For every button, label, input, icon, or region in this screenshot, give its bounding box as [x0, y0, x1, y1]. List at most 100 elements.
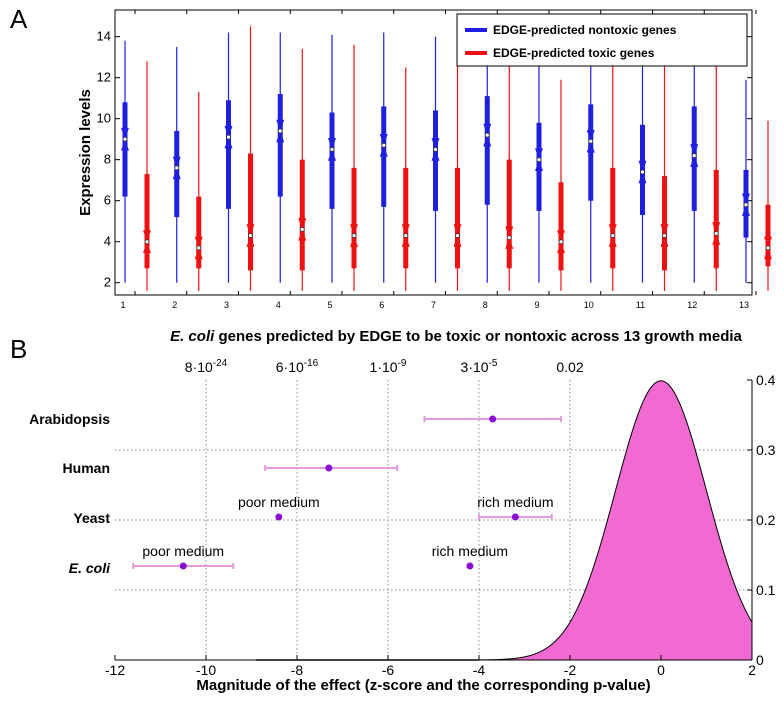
x-tick-label: -12 — [105, 662, 125, 678]
box-iqr — [506, 159, 512, 269]
top-tick-exponent: -9 — [398, 358, 407, 369]
density-curve — [478, 380, 753, 661]
box-notch-bottom — [328, 149, 336, 161]
y-tick-label: 8 — [104, 152, 111, 167]
x-tick-label: 2 — [748, 662, 756, 678]
box-median — [743, 202, 749, 208]
box-median — [484, 132, 490, 138]
point-annotation: rich medium — [432, 543, 508, 559]
box-notch-bottom — [505, 237, 514, 249]
panel-a-frame — [114, 9, 753, 296]
effect-point — [179, 562, 187, 570]
box-notch-top — [660, 224, 669, 236]
box-notch-top — [712, 222, 721, 234]
organism-label: Yeast — [73, 510, 110, 526]
panel-a-letter: A — [10, 4, 28, 34]
top-tick-label: 3·10-5 — [461, 358, 498, 375]
box-notch-top — [379, 134, 388, 146]
y-tick-label: 2 — [104, 275, 111, 290]
box-notch-bottom — [172, 167, 181, 180]
box-median — [713, 231, 719, 236]
x-tick-label: 11 — [636, 300, 645, 310]
y-tick-label: 14 — [97, 29, 111, 44]
box-notch-top — [172, 156, 181, 168]
top-tick-exponent: -5 — [489, 358, 498, 369]
box-median — [662, 233, 667, 238]
effect-point — [275, 513, 283, 521]
x-tick-label: 6 — [379, 300, 384, 310]
x-tick-label: 1 — [120, 300, 125, 310]
x-tick-label: 5 — [327, 300, 332, 310]
point-annotation: poor medium — [238, 494, 320, 510]
box-median — [196, 245, 202, 251]
box-median — [277, 128, 283, 134]
box-median — [765, 245, 771, 251]
top-tick-label: 1·10-9 — [370, 358, 407, 375]
box-notch-bottom — [143, 241, 151, 253]
box-notch-top — [535, 148, 543, 160]
box-notch-bottom — [350, 235, 358, 247]
box-iqr — [662, 176, 667, 271]
box-notch-top — [298, 218, 307, 230]
box-notch-top — [246, 224, 255, 236]
box-median — [506, 235, 512, 240]
box-notch-top — [638, 160, 647, 172]
box-notch-top — [453, 224, 462, 236]
top-tick-base: 3·10 — [461, 359, 489, 375]
x-axis-title-italic: E. coli — [170, 328, 215, 345]
right-tick-label: 0.4 — [756, 372, 776, 388]
box-median — [640, 169, 645, 175]
box-notch-bottom — [764, 247, 772, 260]
box-notch-top — [431, 138, 440, 150]
x-tick-label: 7 — [431, 300, 436, 310]
x-tick-label: -8 — [291, 662, 304, 678]
box-notch-top — [690, 144, 699, 156]
box-notch-top — [121, 127, 129, 140]
y-axis-title: Expression levels — [77, 89, 94, 216]
box-median — [351, 233, 357, 238]
box-notch-top — [350, 224, 358, 236]
right-tick-label: 0 — [756, 652, 764, 668]
box-notch-top — [764, 236, 772, 248]
box-median — [558, 239, 564, 245]
top-tick-base: 1·10 — [370, 359, 398, 375]
right-tick-label: 0.1 — [756, 582, 776, 598]
box-notch-top — [328, 138, 336, 150]
y-tick-label: 6 — [104, 193, 111, 208]
box-median — [329, 147, 335, 152]
effect-point — [511, 513, 519, 521]
box-median — [433, 147, 438, 152]
box-notch-top — [224, 125, 233, 138]
box-notch-bottom — [608, 235, 617, 247]
box-notch-bottom — [712, 233, 721, 245]
top-tick-base: 6·10 — [276, 359, 304, 375]
point-annotation: poor medium — [142, 543, 224, 559]
box-iqr — [144, 174, 150, 269]
box-notch-top — [276, 119, 285, 131]
x-tick-label: 12 — [687, 300, 697, 310]
x-tick-label: 13 — [739, 300, 749, 310]
x-axis-title-rest: genes predicted by EDGE to be toxic or n… — [214, 328, 742, 345]
box-notch-top — [194, 236, 203, 248]
top-tick-label: 0.02 — [556, 359, 583, 375]
box-median — [174, 165, 180, 171]
box-notch-bottom — [690, 155, 699, 167]
box-median — [144, 239, 150, 245]
effect-point — [466, 562, 474, 570]
box-iqr — [248, 153, 253, 271]
box-notch-top — [483, 123, 492, 136]
box-notch-bottom — [121, 139, 129, 151]
organism-label: E. coli — [69, 560, 111, 576]
top-tick-exponent: -16 — [304, 358, 319, 369]
box-iqr — [558, 182, 564, 271]
box-notch-bottom — [194, 247, 203, 260]
x-tick-label: 8 — [483, 300, 488, 310]
y-tick-label: 4 — [104, 234, 111, 249]
x-axis-title: Magnitude of the effect (z-score and the… — [196, 677, 650, 694]
box-notch-top — [505, 226, 514, 238]
box-median — [588, 138, 594, 144]
box-notch-bottom — [483, 135, 492, 147]
box-notch-top — [608, 224, 617, 236]
